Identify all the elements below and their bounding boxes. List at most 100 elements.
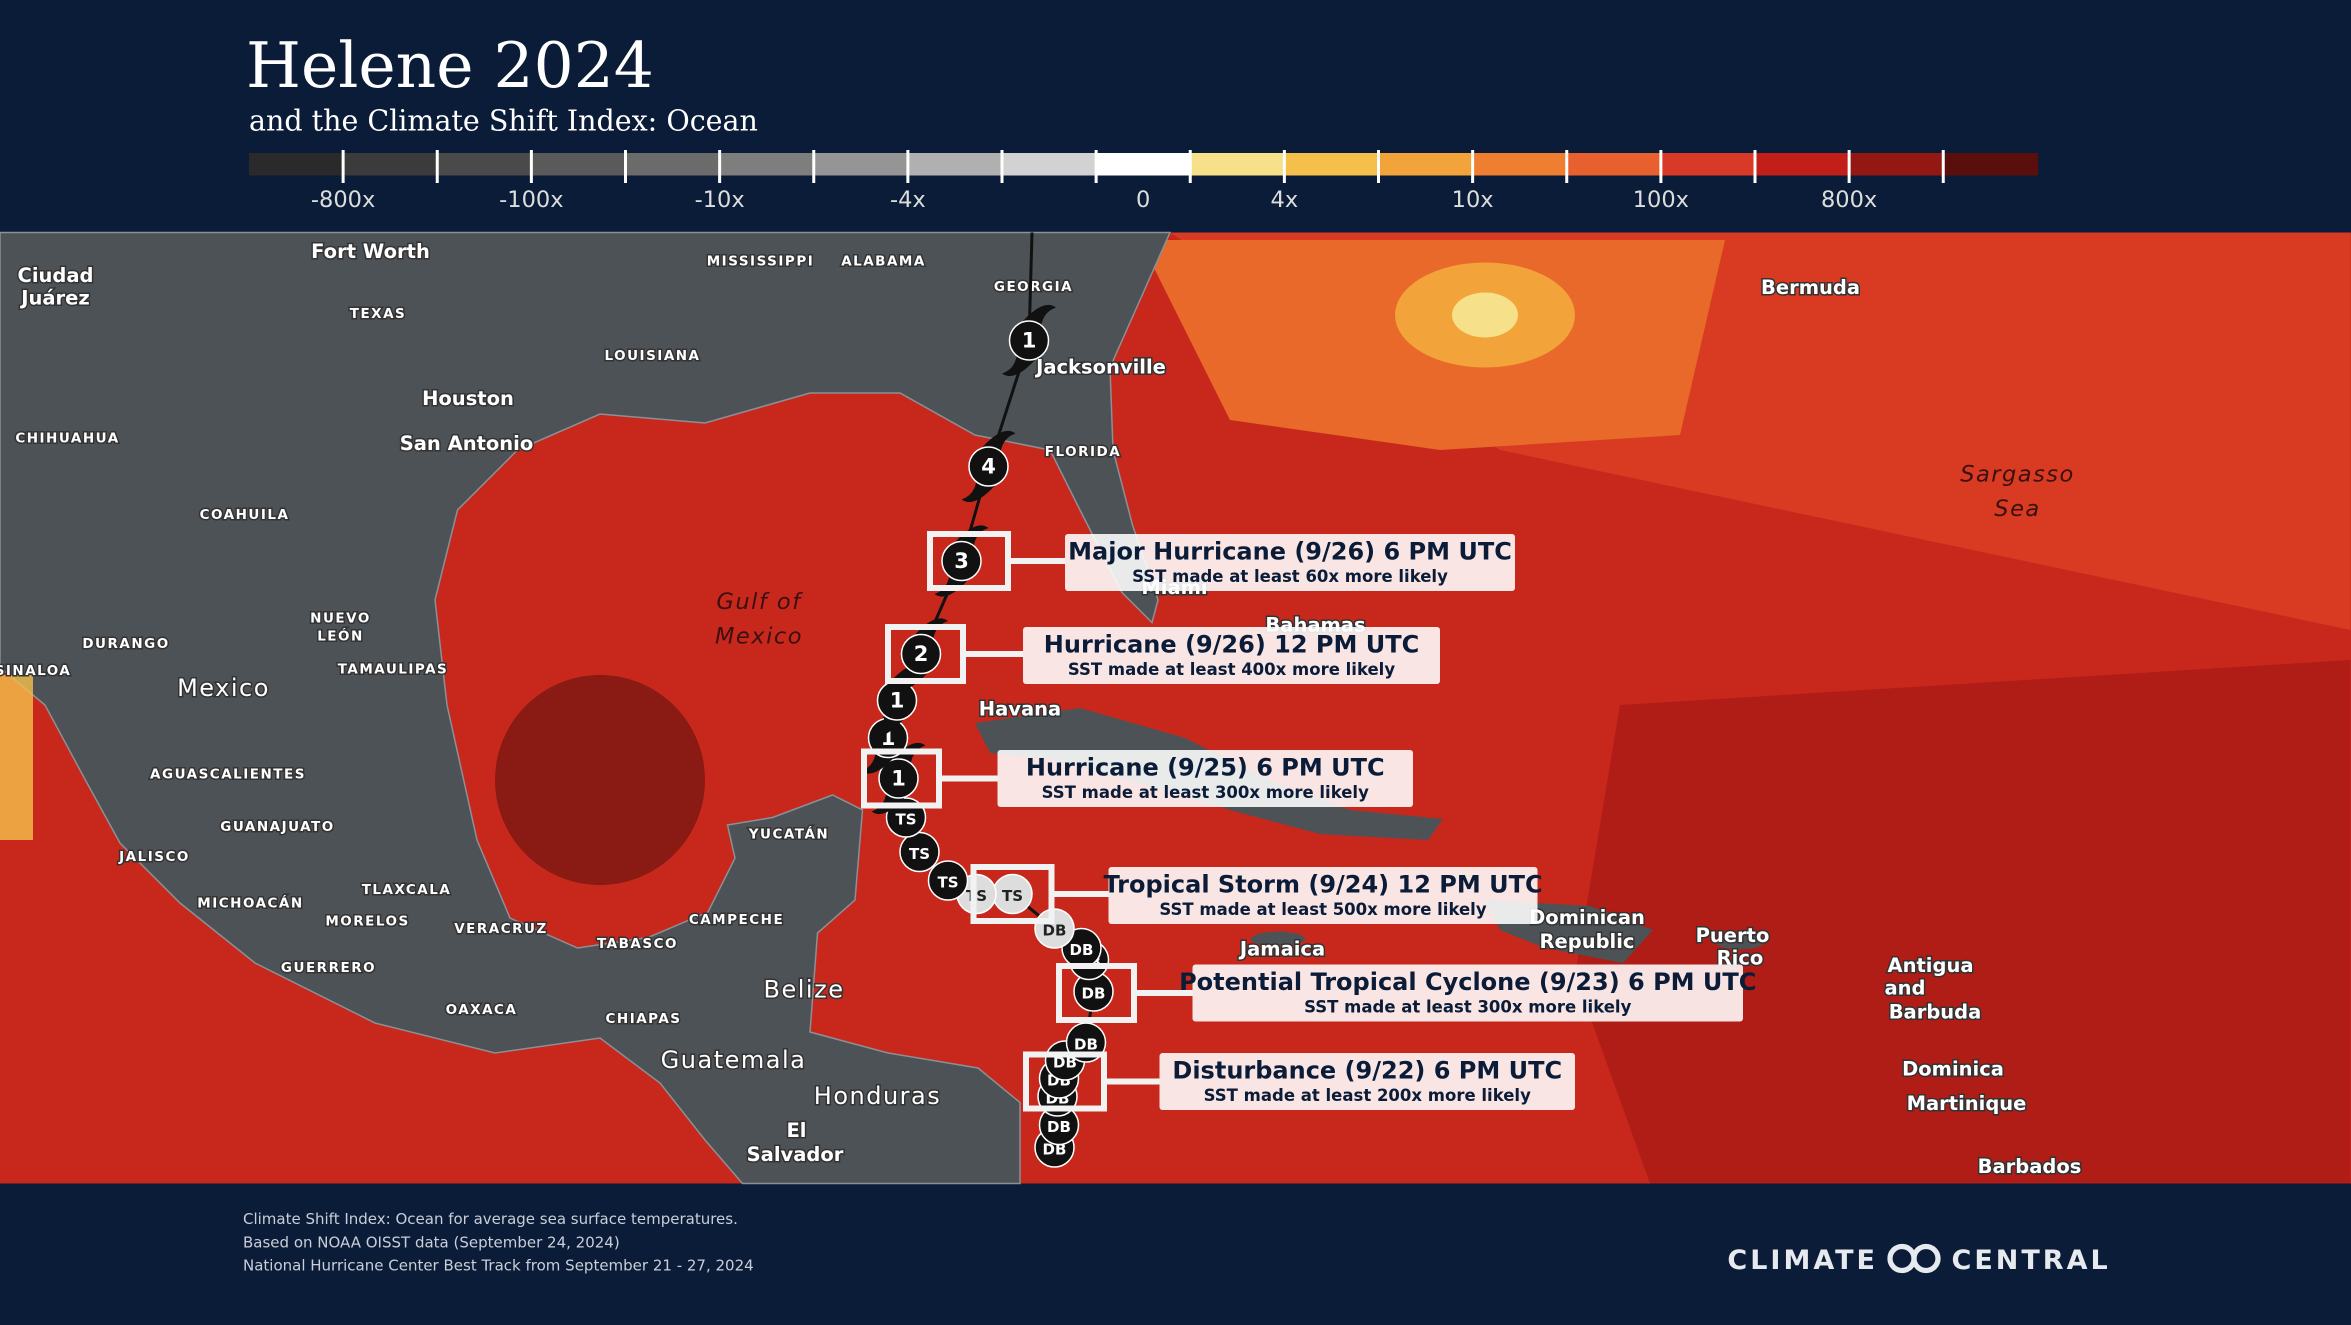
legend-swatch [1190, 153, 1286, 176]
gulf-hot-spot [495, 675, 706, 886]
map-label: CHIHUAHUA [15, 431, 119, 447]
map-label: Republic [1540, 930, 1635, 953]
map-label: Sea [1994, 496, 2040, 522]
legend-swatch [625, 153, 721, 176]
map-label: GUANAJUATO [220, 819, 334, 835]
callout-box [1159, 1053, 1576, 1111]
map-label: FLORIDA [1045, 444, 1121, 460]
storm-marker [941, 540, 982, 582]
map-label: Mexico [715, 624, 803, 650]
map-label: and [1885, 977, 1926, 1000]
hurricane-arms [871, 742, 926, 815]
map-label: Sargasso [1960, 462, 2075, 488]
storm-label: TS [937, 873, 958, 891]
storm-label: 1 [891, 766, 906, 790]
legend-swatch [343, 153, 439, 176]
ocean-hottest [1452, 292, 1519, 338]
map-label: COAHUILA [200, 507, 290, 523]
map-label: Dominican [1529, 906, 1645, 929]
footer-note: National Hurricane Center Best Track fro… [243, 1257, 754, 1275]
map-label: San Antonio [400, 432, 534, 455]
storm-marker [968, 446, 1009, 487]
map-label: GEORGIA [994, 279, 1073, 295]
map-label: MICHOACÁN [197, 895, 303, 912]
storm-label: 4 [981, 454, 996, 478]
legend-swatch [1002, 153, 1097, 176]
legend-label: 800x [1821, 187, 1877, 213]
map-label: Salvador [747, 1143, 844, 1166]
storm-label: DB [1070, 941, 1094, 959]
storm-label: TS [909, 845, 930, 863]
callout-title: Tropical Storm (9/24) 12 PM UTC [1103, 871, 1542, 899]
legend-swatch [1660, 153, 1756, 176]
legend-swatch [437, 153, 533, 176]
legend-label: 0 [1136, 187, 1150, 213]
map-label: Belize [764, 976, 845, 1004]
map-label: YUCATÁN [748, 826, 829, 843]
map-label: Juárez [19, 287, 90, 310]
legend-label: 4x [1271, 187, 1299, 213]
map-label: JALISCO [118, 849, 190, 865]
map-label: Barbados [1978, 1155, 2082, 1178]
map-label: OAXACA [446, 1002, 518, 1018]
callout-note: SST made at least 200x more likely [1204, 1086, 1531, 1105]
storm-label: 2 [914, 642, 929, 666]
map-label: NUEVO [310, 611, 371, 627]
legend-swatch [1284, 153, 1380, 176]
legend: -800x -100x -10x -4x 0 4x 10x 100x 800x [249, 150, 2039, 213]
legend-swatch [1849, 153, 1945, 176]
storm-marker [1008, 320, 1050, 361]
map-label: Fort Worth [311, 240, 430, 263]
storm-track: DBDBDBDBDBDBDBDBDBDBTSTSTSTSTS1112341 [861, 232, 1114, 1168]
map-label: Honduras [814, 1082, 941, 1110]
hurricane-arms [934, 525, 989, 597]
legend-label: -100x [499, 187, 563, 213]
map-label: Havana [979, 698, 1061, 721]
legend-swatch [813, 153, 909, 176]
hurricane-arms [894, 618, 949, 690]
legend-swatch [249, 153, 344, 176]
map-label: Gulf of [716, 589, 803, 615]
map-label: VERACRUZ [454, 921, 548, 937]
storm-marker [927, 860, 969, 901]
legend-swatch [1755, 153, 1850, 176]
highlight-box [1023, 1051, 1108, 1112]
footer-note: Climate Shift Index: Ocean for average s… [243, 1210, 738, 1228]
map-label: GUERRERO [281, 960, 376, 976]
legend-label: -10x [695, 187, 745, 213]
legend-swatch [1378, 153, 1474, 176]
map-label: Barbuda [1889, 1001, 1982, 1024]
map-label: ALABAMA [841, 254, 926, 270]
storm-marker [878, 758, 919, 799]
map-label: SINALOA [0, 663, 71, 679]
map [0, 231, 2351, 1185]
map-label: Mexico [177, 674, 270, 702]
map-label: AGUASCALIENTES [150, 767, 306, 783]
map-label: Antigua [1888, 954, 1974, 977]
title: Helene 2024 [246, 29, 654, 102]
legend-swatch [1472, 153, 1568, 176]
hurricane-arms [1002, 304, 1057, 377]
storm-label: DB [1082, 984, 1106, 1002]
pacific-warm-spot [0, 675, 34, 841]
callout-box [1108, 867, 1538, 925]
map-label: Guatemala [661, 1046, 807, 1074]
footer-note: Based on NOAA OISST data (September 24, … [243, 1233, 620, 1251]
subtitle: and the Climate Shift Index: Ocean [249, 105, 758, 138]
legend-swatch [1943, 153, 2039, 176]
callout-box [1192, 964, 1744, 1022]
callout-title: Potential Tropical Cyclone (9/23) 6 PM U… [1179, 968, 1756, 996]
jamaica [1251, 931, 1306, 947]
storm-label: 1 [1022, 328, 1037, 352]
map-label: LEÓN [317, 627, 364, 645]
puerto-rico [1716, 934, 1765, 950]
logo-ring [1911, 1243, 1941, 1274]
map-label: TLAXCALA [362, 882, 452, 898]
legend-swatch [907, 153, 1003, 176]
map-label: DURANGO [82, 636, 169, 652]
map-label: Dominica [1902, 1058, 2004, 1081]
callout-box [997, 750, 1414, 808]
legend-swatch [531, 153, 627, 176]
